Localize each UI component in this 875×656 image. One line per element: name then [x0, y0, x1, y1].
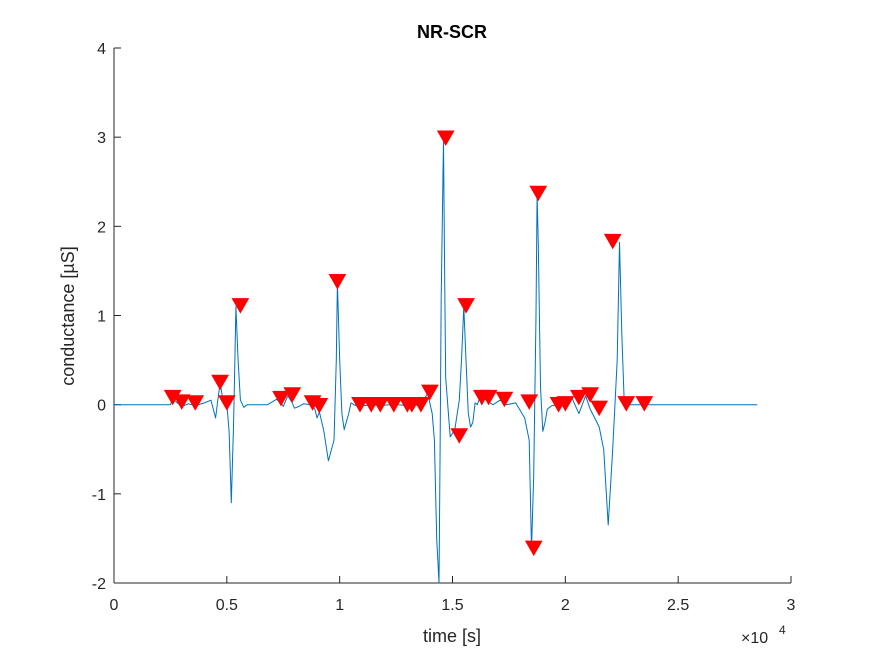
peak-marker: [272, 390, 290, 407]
x-axis-label: time [s]: [423, 626, 481, 646]
x-ticks: 0 0.5 1 1.5 2 2.5 3: [110, 576, 796, 614]
peak-marker: [556, 396, 575, 412]
chart-title: NR-SCR: [417, 22, 487, 42]
y-axis-label: conductance [µS]: [58, 246, 78, 385]
peak-marker: [217, 395, 236, 411]
peak-marker: [581, 387, 600, 403]
x-tick-label: 3: [787, 597, 796, 614]
x-exponent-base: ×10: [741, 630, 768, 647]
peak-marker: [635, 396, 654, 412]
peak-marker: [450, 428, 469, 444]
peak-marker: [590, 400, 609, 417]
peak-marker: [328, 274, 347, 290]
x-exponent-power: 4: [779, 623, 786, 637]
marker-layer: [163, 130, 654, 557]
y-tick-label: 3: [97, 130, 106, 147]
x-tick-label: 0.5: [216, 597, 238, 614]
peak-marker: [520, 394, 539, 410]
peak-marker: [617, 396, 636, 412]
y-tick-label: -1: [92, 487, 106, 504]
peak-marker: [529, 185, 548, 202]
y-tick-label: 4: [97, 41, 106, 58]
x-tick-label: 1: [335, 597, 344, 614]
y-tick-label: 2: [97, 219, 106, 236]
peak-marker: [172, 394, 191, 410]
x-tick-label: 1.5: [441, 597, 463, 614]
peak-marker: [186, 395, 205, 411]
x-tick-label: 2.5: [667, 597, 689, 614]
peak-marker: [283, 387, 302, 403]
x-tick-label: 2: [561, 597, 570, 614]
peak-marker: [495, 391, 514, 408]
peak-marker: [603, 233, 622, 250]
peak-marker: [436, 130, 455, 146]
peak-marker: [231, 298, 250, 314]
peak-marker: [457, 298, 475, 314]
peak-marker: [412, 397, 430, 413]
x-tick-label: 0: [110, 597, 119, 614]
peak-marker: [310, 397, 329, 414]
peak-marker: [371, 397, 390, 413]
peak-marker: [570, 389, 588, 406]
peak-marker: [211, 374, 229, 391]
peak-marker: [421, 384, 439, 401]
peak-marker: [524, 540, 543, 557]
series-line: [114, 138, 758, 584]
y-tick-label: 1: [97, 309, 106, 326]
series-layer: [114, 138, 758, 584]
x-exponent-label: ×10 4: [741, 623, 786, 647]
y-tick-label: -2: [92, 576, 106, 593]
y-tick-label: 0: [97, 398, 106, 415]
peak-marker: [479, 389, 498, 406]
peak-marker: [384, 397, 403, 413]
peak-marker: [351, 397, 369, 413]
